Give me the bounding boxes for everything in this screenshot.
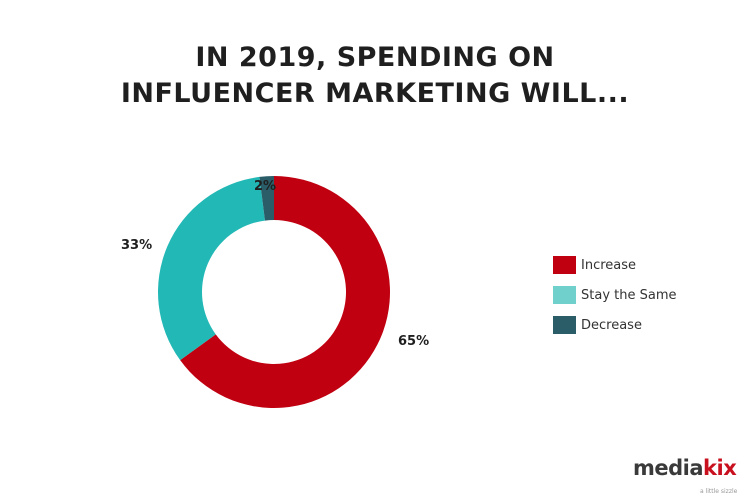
legend-item-decrease: Decrease (553, 310, 677, 340)
legend-label: Increase (581, 257, 637, 273)
logo-part-kix: kix (703, 456, 737, 480)
slice-stay-same (158, 176, 265, 361)
title-line-1: IN 2019, SPENDING ON (195, 42, 555, 73)
legend-label: Stay the Same (581, 287, 677, 303)
legend-item-stay-same: Stay the Same (553, 280, 677, 310)
legend-swatch-increase (553, 256, 576, 274)
legend: Increase Stay the Same Decrease (553, 250, 677, 340)
chart-title: IN 2019, SPENDING ON INFLUENCER MARKETIN… (0, 40, 750, 112)
legend-label: Decrease (581, 317, 642, 333)
mediakix-logo: mediakix (633, 456, 737, 480)
logo-part-media: media (633, 456, 704, 480)
legend-item-increase: Increase (553, 250, 677, 280)
slice-increase (180, 175, 390, 408)
label-increase: 65% (398, 334, 430, 349)
logo-tagline: a little sizzle (700, 488, 738, 495)
title-line-2: INFLUENCER MARKETING WILL... (120, 78, 630, 109)
label-stay-same: 33% (121, 238, 153, 253)
slice-decrease (259, 176, 274, 221)
legend-swatch-decrease (553, 316, 576, 334)
label-decrease: 2% (254, 179, 277, 194)
legend-swatch-stay-same (553, 286, 576, 304)
